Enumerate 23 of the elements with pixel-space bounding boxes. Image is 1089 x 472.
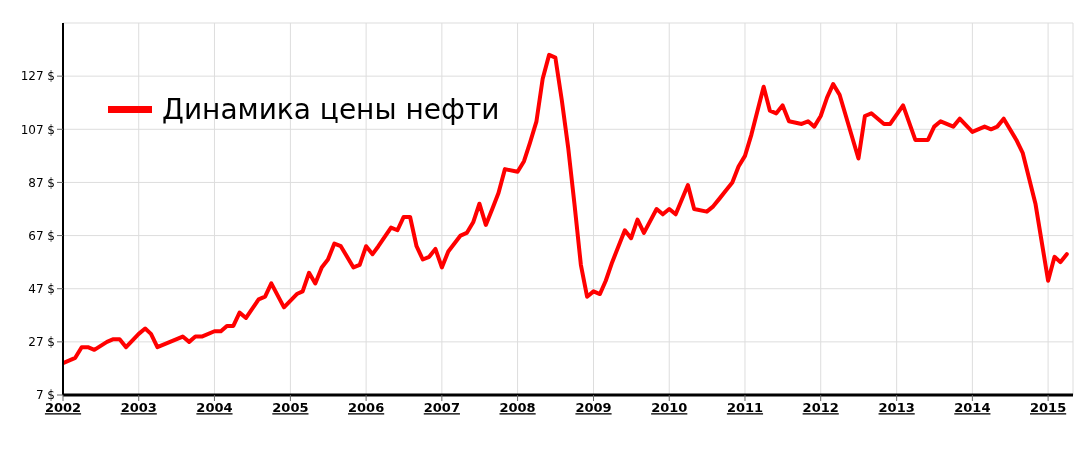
x-tick-label: 2011 [726, 400, 764, 416]
y-tick-label: 7 $ [35, 388, 55, 403]
y-tick-label: 107 $ [20, 122, 55, 137]
x-tick-label: 2004 [196, 400, 233, 416]
line-series [63, 52, 1069, 366]
y-tick-label: 127 $ [20, 69, 55, 84]
x-tick-label: 2013 [878, 400, 915, 416]
y-tick-label: 87 $ [28, 175, 55, 190]
legend-label: Динамика цены нефти [162, 93, 500, 126]
x-tick-label: 2002 [44, 400, 82, 416]
x-tick-label: 2015 [1030, 400, 1067, 416]
x-tick-label: 2006 [348, 400, 385, 416]
x-tick-label: 2009 [575, 400, 612, 416]
x-tick-label: 2007 [423, 400, 460, 416]
x-tick-label: 2003 [120, 400, 157, 416]
x-tick-label: 2005 [272, 400, 309, 416]
y-tick-label: 27 $ [28, 335, 55, 350]
y-tick-label: 47 $ [28, 281, 55, 296]
y-tick-label: 67 $ [28, 228, 55, 243]
x-tick-label: 2012 [802, 400, 839, 416]
x-tick-label: 2008 [499, 400, 536, 416]
x-tick-label: 2010 [651, 400, 688, 416]
x-tick-label: 2014 [954, 400, 991, 416]
